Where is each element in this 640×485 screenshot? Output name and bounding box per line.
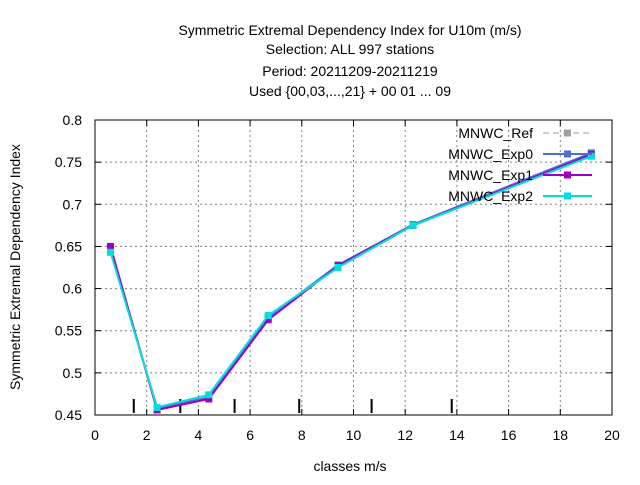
x-tick-label: 8 [298, 427, 306, 443]
title-line-4: Used {00,03,...,21} + 00 01 ... 09 [249, 83, 451, 99]
title-line-1: Symmetric Extremal Dependency Index for … [178, 22, 521, 38]
x-tick-label: 20 [604, 427, 620, 443]
y-tick-label: 0.55 [55, 323, 82, 339]
x-tick-label: 16 [501, 427, 517, 443]
data-point [107, 242, 115, 250]
legend-swatch-marker [564, 129, 571, 137]
data-point [264, 312, 272, 320]
data-point [264, 316, 272, 324]
y-tick-label: 0.5 [63, 365, 83, 381]
data-point [587, 152, 595, 160]
chart-title: Symmetric Extremal Dependency Index for … [178, 22, 521, 99]
x-tick-label: 12 [397, 427, 413, 443]
data-point [153, 403, 161, 411]
legend-swatch-marker [564, 192, 571, 200]
legend-label: MNWC_Exp1 [448, 167, 533, 183]
x-tick-label: 0 [91, 427, 99, 443]
x-tick-label: 6 [246, 427, 254, 443]
y-tick-label: 0.7 [63, 196, 83, 212]
x-tick-label: 2 [143, 427, 151, 443]
data-point [409, 221, 417, 229]
legend-label: MNWC_Ref [458, 125, 533, 141]
legend-item: MNWC_Ref [458, 125, 592, 141]
legend-swatch-marker [564, 171, 571, 179]
legend-item: MNWC_Exp2 [448, 188, 592, 204]
x-tick-label: 4 [195, 427, 203, 443]
legend-item: MNWC_Exp1 [448, 167, 592, 183]
series-mnwc-exp2 [107, 152, 595, 411]
y-tick-label: 0.75 [55, 154, 82, 170]
data-point [334, 264, 342, 271]
legend: MNWC_Ref MNWC_Exp0 MNWC_Exp1 MNWC_Exp2 [448, 125, 592, 204]
data-point [205, 395, 213, 403]
y-axis-label: Symmetric Extremal Dependency Index [7, 144, 23, 390]
plot-series [107, 149, 595, 414]
legend-label: MNWC_Exp0 [448, 146, 533, 162]
title-line-2: Selection: ALL 997 stations [266, 41, 434, 57]
title-line-3: Period: 20211209-20211219 [262, 63, 438, 79]
legend-item: MNWC_Exp0 [448, 146, 592, 162]
legend-swatch-marker [564, 150, 571, 158]
x-tick-label: 14 [449, 427, 465, 443]
axes: 0 2 4 6 8 10 12 14 16 18 20 0.45 0.5 0.55 0.6 0.65 0.7 0.… [55, 112, 620, 443]
data-point [107, 248, 115, 256]
grid-lines [95, 120, 612, 415]
legend-label: MNWC_Exp2 [448, 188, 533, 204]
y-tick-label: 0.6 [63, 281, 83, 297]
data-point [205, 391, 213, 399]
x-axis-label: classes m/s [313, 458, 386, 474]
y-tick-label: 0.8 [63, 112, 83, 128]
x-tick-label: 18 [553, 427, 569, 443]
x-tick-label: 10 [346, 427, 362, 443]
y-tick-label: 0.65 [55, 238, 82, 254]
y-tick-label: 0.45 [55, 407, 82, 423]
